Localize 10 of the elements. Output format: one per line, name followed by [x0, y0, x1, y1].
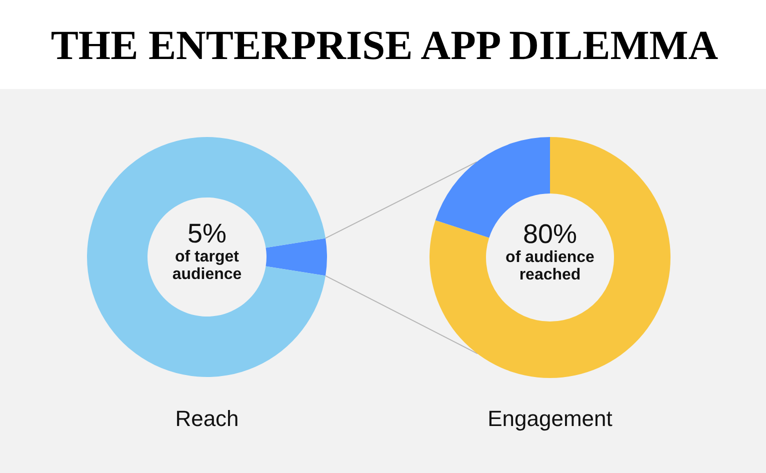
donut-slice	[266, 238, 327, 276]
text: Engagement	[488, 406, 612, 431]
text: of audience reached	[506, 249, 595, 284]
donut-slice	[87, 137, 326, 377]
chart-title: THE ENTERPRISE APP DILEMMA	[50, 22, 718, 68]
text: 80%	[522, 219, 578, 249]
donut-slice	[430, 137, 670, 378]
text: 5%	[187, 218, 227, 248]
text: Reach	[175, 406, 239, 431]
text: of target audience	[172, 248, 242, 283]
